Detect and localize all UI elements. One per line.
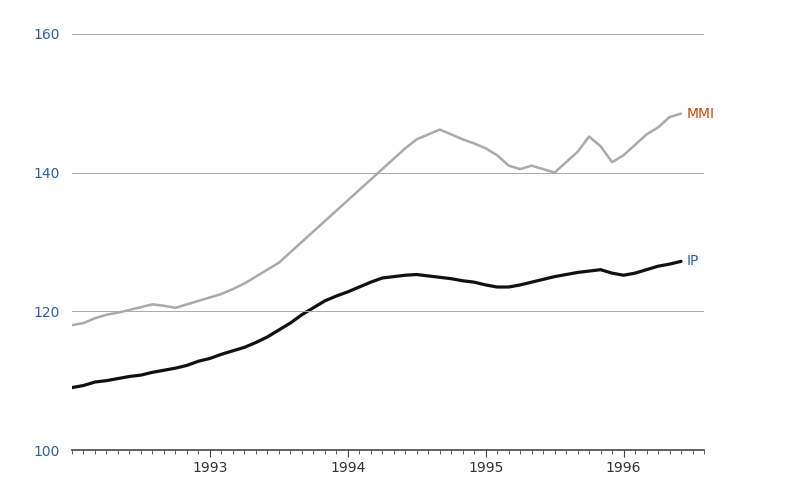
Text: MMI: MMI	[686, 106, 714, 120]
Text: IP: IP	[686, 254, 699, 268]
